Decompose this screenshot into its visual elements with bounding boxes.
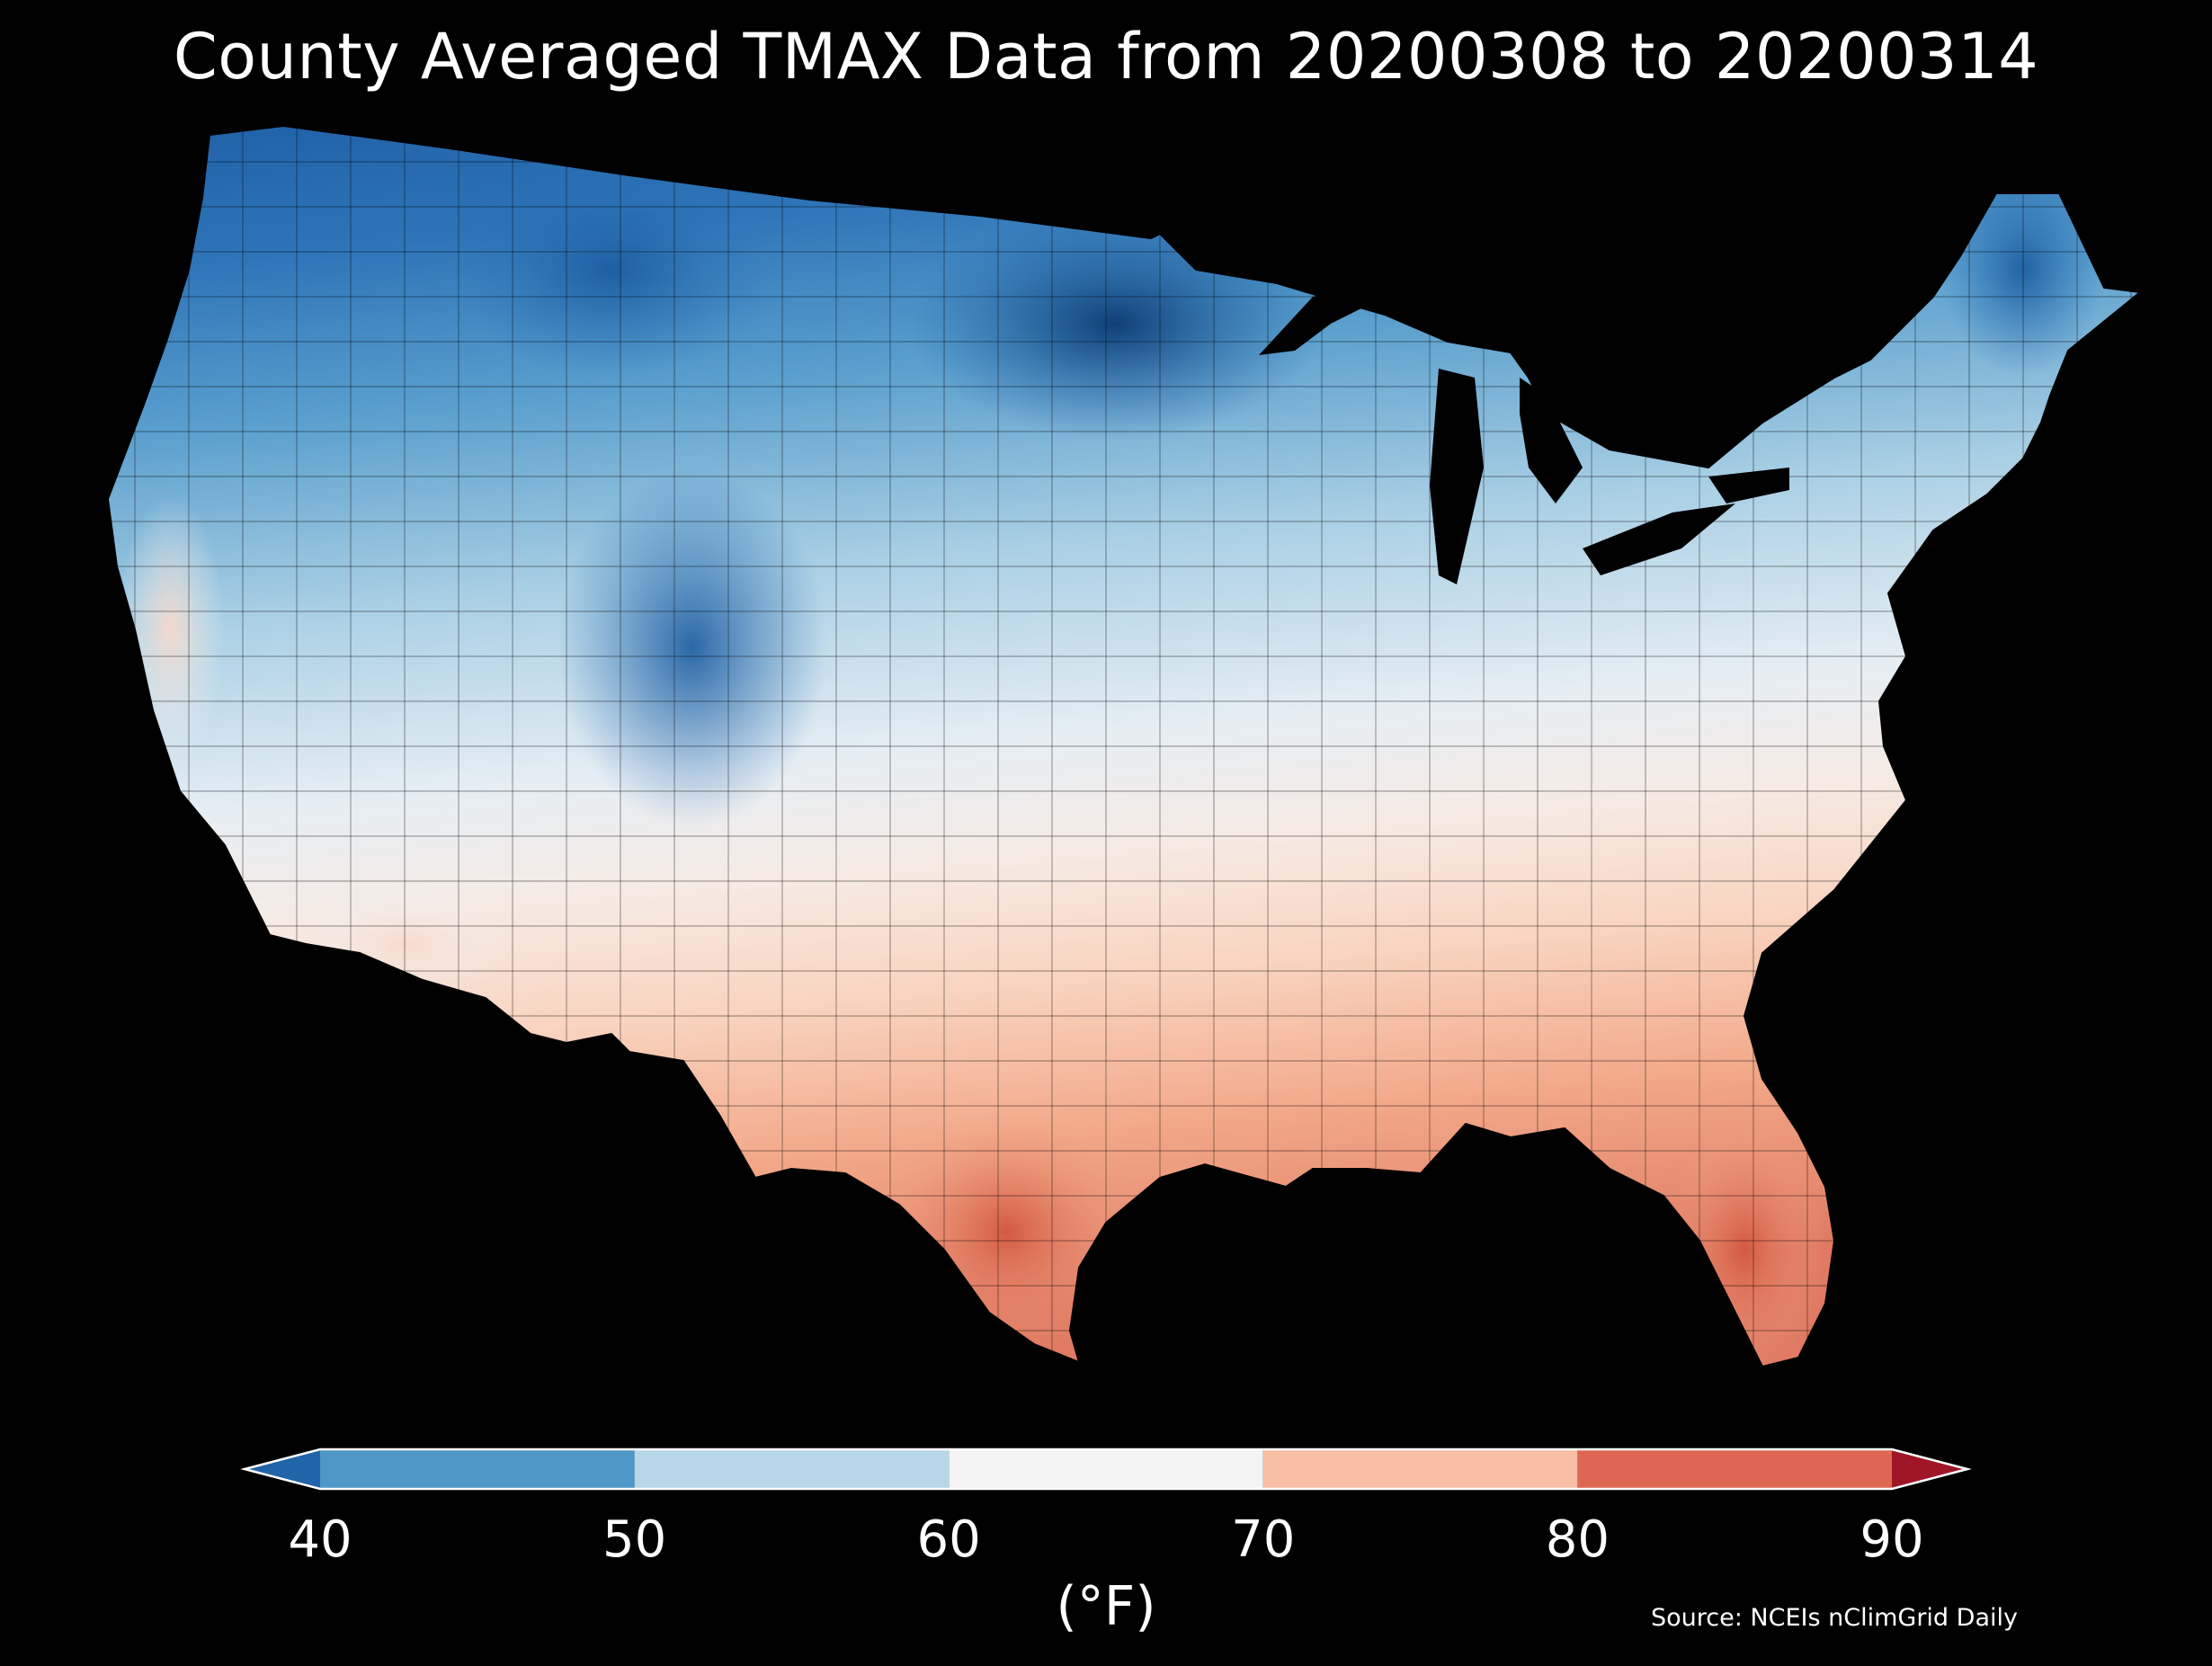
colorbar-tick-50: 50 xyxy=(602,1510,667,1569)
colorbar-outline xyxy=(240,1448,1972,1491)
county-grid-lines xyxy=(108,126,2140,1367)
colorbar-bin-40-50 xyxy=(320,1449,635,1489)
colorbar-bin-60-70 xyxy=(949,1449,1263,1489)
great-lakes xyxy=(1259,288,1789,584)
colorbar-tick-60: 60 xyxy=(916,1510,981,1569)
colorbar-over-extend xyxy=(1892,1449,1967,1489)
colorbar-bin-80-90 xyxy=(1577,1449,1892,1489)
colorbar-units-label: (°F) xyxy=(1056,1575,1156,1638)
colorbar-tick-80: 80 xyxy=(1545,1510,1610,1569)
source-credit: Source: NCEIs nClimGrid Daily xyxy=(1651,1604,2018,1632)
colorbar-tick-70: 70 xyxy=(1231,1510,1296,1569)
map-title: County Averaged TMAX Data from 20200308 … xyxy=(173,20,2039,94)
colorbar-tick-40: 40 xyxy=(288,1510,352,1569)
colorbar-bin-70-80 xyxy=(1262,1449,1578,1489)
colorbar-tick-90: 90 xyxy=(1860,1510,1924,1569)
colorbar-under-extend xyxy=(245,1449,320,1489)
colorbar-bin-50-60 xyxy=(634,1449,950,1489)
